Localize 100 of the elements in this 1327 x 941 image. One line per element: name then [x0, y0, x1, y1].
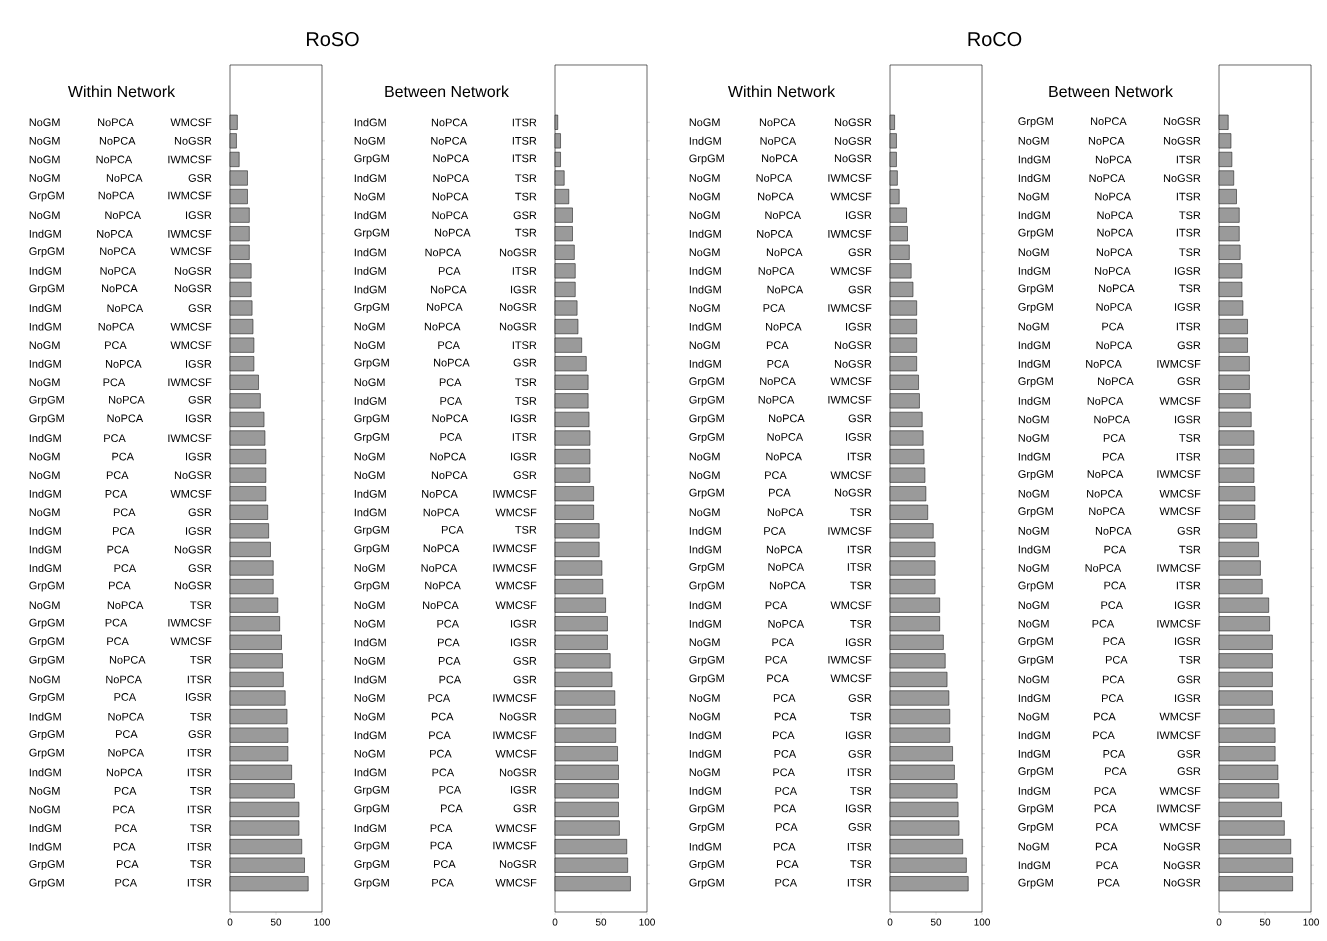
- category-label: GrpGM PCA TSR: [354, 525, 537, 536]
- category-label: NoGM NoPCA GSR: [1018, 526, 1201, 535]
- category-label: IndGM PCA NoGSR: [689, 359, 872, 368]
- category-label: IndGM NoPCA ITSR: [354, 118, 537, 127]
- category-label: NoGM NoPCA IGSR: [29, 211, 212, 220]
- y-tick-label: IndGM NoPCA NoGSR: [354, 248, 537, 257]
- y-tick-label: NoGM NoPCA WMCSF: [354, 601, 537, 610]
- y-tick-label: GrpGM NoPCA GSR: [354, 358, 537, 369]
- category-label: IndGM PCA GSR: [1018, 749, 1201, 758]
- category-label: GrpGM PCA GSR: [354, 804, 537, 815]
- y-tick-label: GrpGM PCA NoGSR: [689, 488, 872, 499]
- category-label: GrpGM PCA ITSR: [29, 878, 212, 889]
- category-label: GrpGM PCA GSR: [29, 730, 212, 741]
- y-tick-label: GrpGM PCA WMCSF: [354, 878, 537, 889]
- category-label: NoGM PCA IGSR: [29, 452, 212, 461]
- y-tick-label: NoGM PCA IWMCSF: [689, 304, 872, 312]
- y-tick-label: NoGM NoPCA IWMCSF: [29, 155, 212, 164]
- chart-title: RoCO: [968, 32, 1022, 47]
- category-label: NoGM PCA IGSR: [1018, 601, 1201, 610]
- category-label: IndGM NoPCA GSR: [29, 303, 212, 313]
- category-label: IndGM PCA ITSR: [689, 842, 872, 851]
- y-tick-label: NoGM NoPCA NoGSR: [689, 118, 872, 127]
- y-tick-label: NoGM PCA WMCSF: [689, 471, 872, 480]
- category-label: IndGM PCA NoGSR: [354, 768, 537, 777]
- y-tick-label: IndGM PCA IWMCSF: [1018, 731, 1201, 740]
- y-tick-label: IndGM PCA WMCSF: [689, 601, 872, 610]
- category-label: IndGM PCA TSR: [1018, 545, 1201, 554]
- y-tick-label: GrpGM PCA IWMCSF: [29, 618, 212, 629]
- y-tick-label: GrpGM NoPCA IGSR: [689, 433, 872, 443]
- category-label: IndGM NoPCA TSR: [1018, 211, 1201, 220]
- y-tick-label: GrpGM NoPCA WMCSF: [29, 247, 212, 258]
- category-label: IndGM NoPCA GSR: [689, 285, 872, 294]
- category-label: GrpGM PCA ITSR: [689, 878, 872, 889]
- y-tick-label: GrpGM NoPCA GSR: [29, 395, 212, 406]
- category-label: GrpGM PCA IGSR: [689, 804, 872, 815]
- y-tick-label: NoGM PCA IWMCSF: [1018, 619, 1201, 628]
- y-tick-label: GrpGM PCA IWMCSF: [689, 655, 872, 666]
- category-label: IndGM NoPCA GSR: [354, 211, 537, 220]
- category-label: GrpGM PCA GSR: [1018, 767, 1201, 778]
- x-tick-label: 50: [595, 918, 607, 926]
- category-label: NoGM PCA NoGSR: [689, 341, 872, 350]
- category-label: IndGM PCA ITSR: [1018, 452, 1201, 461]
- y-tick-label: GrpGM PCA IWMCSF: [354, 841, 537, 852]
- y-tick-label: NoGM PCA IWMCSF: [29, 378, 212, 387]
- category-label: NoGM PCA NoGSR: [1018, 842, 1201, 851]
- y-tick-label: IndGM NoPCA IWMCSF: [1018, 359, 1201, 368]
- category-label: IndGM NoPCA TSR: [689, 619, 872, 628]
- y-tick-label: NoGM NoPCA IWMCSF: [354, 564, 537, 572]
- category-label: NoGM NoPCA TSR: [1018, 248, 1201, 257]
- category-label: IndGM PCA ITSR: [29, 842, 212, 851]
- y-tick-label: GrpGM NoPCA WMCSF: [689, 377, 872, 388]
- category-label: IndGM PCA TSR: [29, 823, 212, 833]
- x-tick-label: 0: [227, 918, 233, 926]
- category-label: IndGM PCA IGSR: [689, 731, 872, 740]
- category-label: GrpGM PCA IGSR: [1018, 637, 1201, 648]
- category-label: NoGM PCA GSR: [1018, 675, 1201, 684]
- y-tick-label: GrpGM PCA NoGSR: [29, 581, 212, 592]
- y-tick-label: GrpGM NoPCA WMCSF: [354, 581, 537, 592]
- x-tick-label: 0: [1216, 918, 1222, 926]
- x-tick-label: 100: [974, 918, 990, 926]
- y-tick-label: GrpGM NoPCA WMCSF: [1018, 507, 1201, 518]
- category-label: NoGM NoPCA IGSR: [689, 211, 872, 220]
- y-tick-label: GrpGM PCA NoGSR: [1018, 878, 1201, 889]
- category-label: NoGM PCA NoGSR: [354, 712, 537, 721]
- category-label: NoGM NoPCA GSR: [29, 174, 212, 182]
- y-tick-label: GrpGM NoPCA GSR: [1018, 377, 1201, 388]
- y-tick-label: NoGM PCA WMCSF: [354, 749, 537, 758]
- y-tick-label: GrpGM PCA WMCSF: [29, 637, 212, 648]
- category-label: NoGM NoPCA IGSR: [1018, 415, 1201, 424]
- y-tick-label: GrpGM NoPCA IGSR: [354, 414, 537, 425]
- x-tick-label: 50: [270, 918, 282, 926]
- chart-subtitle: Within Network: [727, 85, 836, 98]
- y-tick-label: GrpGM NoPCA IWMCSF: [354, 544, 537, 555]
- y-tick-label: GrpGM PCA IWMCSF: [1018, 804, 1201, 815]
- y-tick-label: IndGM PCA IWMCSF: [689, 526, 872, 535]
- category-label: GrpGM PCA TSR: [29, 860, 212, 871]
- category-label: NoGM PCA TSR: [1018, 434, 1201, 442]
- category-label: NoGM NoPCA ITSR: [689, 452, 872, 461]
- y-tick-label: IndGM NoPCA NoGSR: [689, 136, 872, 145]
- category-label: IndGM PCA NoGSR: [1018, 861, 1201, 870]
- y-tick-label: IndGM PCA IWMCSF: [29, 433, 212, 443]
- chart-title: RoSO: [307, 32, 359, 47]
- category-label: GrpGM NoPCA TSR: [354, 228, 537, 239]
- y-tick-label: NoGM PCA WMCSF: [1018, 712, 1201, 721]
- chart-subtitle: Within Network: [67, 85, 176, 98]
- category-label: IndGM PCA GSR: [29, 563, 212, 573]
- y-tick-label: IndGM NoPCA WMCSF: [1018, 396, 1201, 405]
- category-label: IndGM NoPCA ITSR: [1018, 155, 1201, 164]
- y-tick-label: GrpGM NoPCA ITSR: [354, 154, 537, 165]
- category-label: GrpGM PCA ITSR: [354, 433, 537, 443]
- category-label: IndGM PCA IGSR: [1018, 693, 1201, 703]
- category-label: GrpGM PCA GSR: [689, 823, 872, 833]
- y-tick-label: NoGM PCA WMCSF: [29, 341, 212, 350]
- y-tick-label: IndGM PCA WMCSF: [29, 489, 212, 498]
- category-label: NoGM PCA IGSR: [354, 619, 537, 628]
- y-tick-label: GrpGM NoPCA IWMCSF: [1018, 470, 1201, 481]
- y-tick-label: GrpGM NoPCA ITSR: [689, 563, 872, 573]
- category-label: NoGM PCA GSR: [354, 656, 537, 665]
- category-label: NoGM NoPCA ITSR: [354, 136, 537, 145]
- y-tick-label: IndGM NoPCA NoGSR: [29, 266, 212, 275]
